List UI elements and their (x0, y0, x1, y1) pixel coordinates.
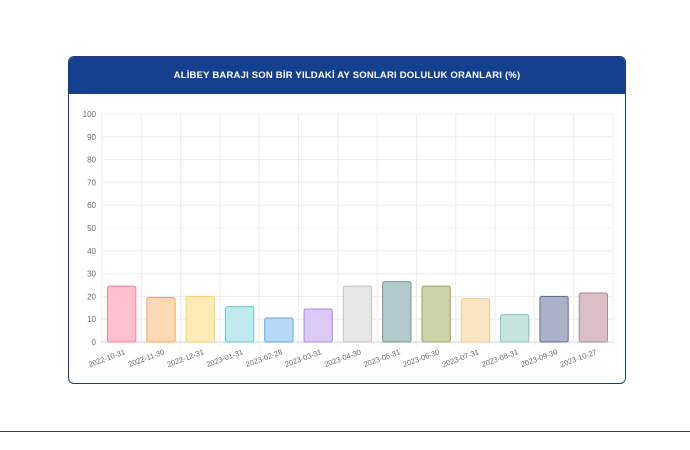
chart-header: ALİBEY BARAJI SON BİR YILDAKİ AY SONLARI… (69, 57, 625, 94)
x-tick-label: 2022-10-31 (87, 347, 126, 369)
x-tick-label: 2023-05-31 (362, 347, 401, 369)
y-tick-label: 0 (92, 338, 97, 347)
x-tick-label: 2023-01-31 (205, 347, 244, 369)
chart-card: ALİBEY BARAJI SON BİR YILDAKİ AY SONLARI… (68, 56, 626, 384)
bar (539, 295, 569, 343)
x-tick-label: 2023-06-30 (402, 347, 441, 369)
bar (500, 314, 530, 343)
x-tick-label: 2023-09-30 (520, 347, 559, 369)
x-tick-label: 2022-12-31 (166, 347, 205, 369)
x-tick-label: 2022-11-30 (127, 347, 166, 368)
bar (421, 285, 451, 343)
bar (224, 306, 255, 343)
bar (303, 308, 333, 343)
bar (185, 295, 215, 343)
bar (342, 285, 373, 343)
x-tick-label: 2023-04-30 (323, 347, 362, 369)
y-tick-label: 30 (87, 270, 96, 279)
bar (382, 281, 412, 343)
y-tick-label: 50 (87, 224, 96, 233)
y-tick-label: 90 (87, 133, 96, 142)
y-tick-label: 70 (87, 178, 96, 187)
bar-chart: 0 10 20 30 40 50 60 70 80 90 100 2022-10-31 2022-11-… (83, 110, 614, 369)
bar (264, 317, 294, 343)
bar (146, 297, 176, 343)
bar (578, 292, 608, 343)
chart-title: ALİBEY BARAJI SON BİR YILDAKİ AY SONLARI… (173, 70, 521, 81)
y-tick-label: 10 (87, 315, 96, 324)
bar (460, 298, 491, 343)
x-tick-label: 2023-02-28 (244, 347, 283, 369)
x-tick-label: 2023-10-27 (559, 347, 598, 369)
y-tick-label: 40 (87, 247, 96, 256)
x-tick-label: 2023-07-31 (441, 347, 480, 369)
x-tick-label: 2023-03-31 (284, 347, 323, 369)
bar (107, 285, 137, 343)
y-tick-label: 100 (83, 110, 97, 119)
y-tick-label: 60 (87, 201, 96, 210)
y-tick-label: 20 (87, 292, 96, 301)
y-tick-label: 80 (87, 156, 96, 165)
x-tick-label: 2023-08-31 (480, 347, 519, 369)
bottom-divider (0, 431, 690, 432)
